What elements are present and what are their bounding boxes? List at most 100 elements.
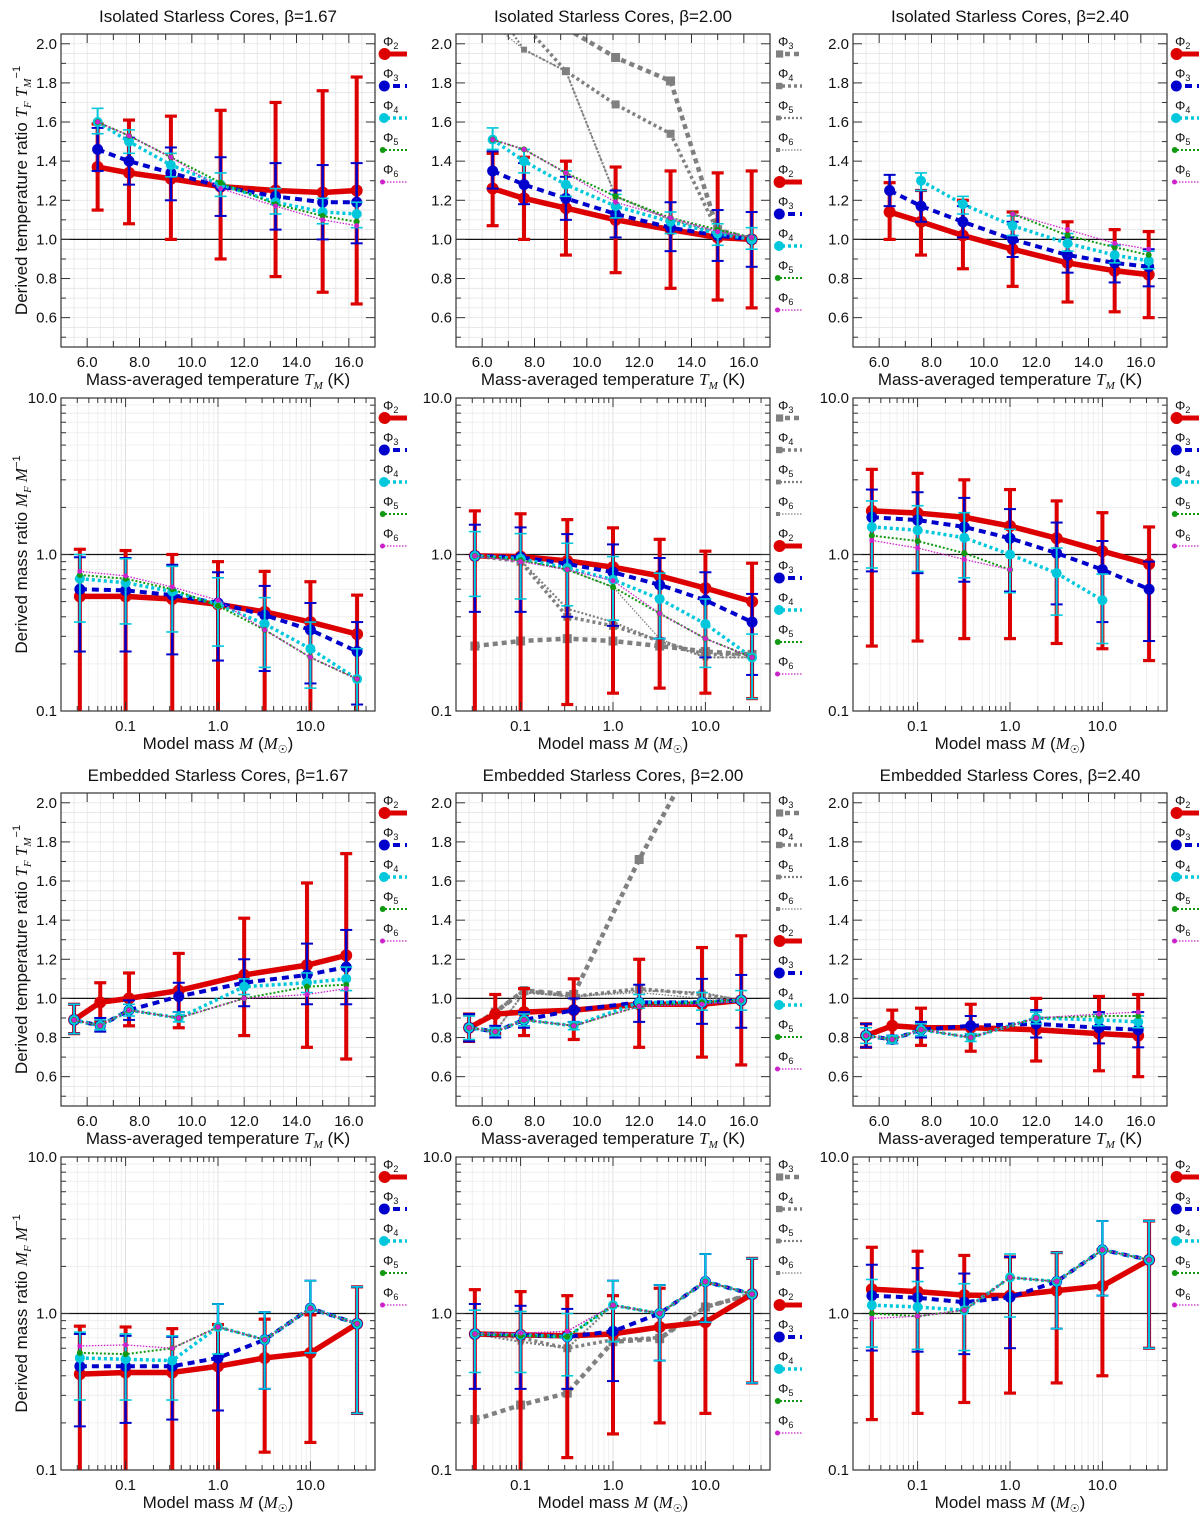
legend-label: Φ3	[778, 793, 793, 810]
data-point	[168, 154, 174, 160]
x-tick-label: 6.0	[472, 354, 493, 371]
ticks	[852, 398, 1168, 712]
y-tick-label: 2.0	[431, 795, 452, 812]
ticks	[455, 1157, 771, 1471]
data-point	[307, 654, 313, 660]
data-point	[1099, 1247, 1105, 1253]
legend-marker	[773, 176, 786, 188]
data-point	[123, 992, 136, 1005]
data-point	[320, 217, 326, 223]
x-tick-label: 12.0	[230, 1113, 259, 1130]
ticks	[456, 793, 770, 1106]
y-tick-label: 0.1	[431, 1462, 452, 1479]
data-point	[1096, 1011, 1102, 1017]
data-point	[1146, 1257, 1152, 1263]
series-line	[871, 539, 1011, 571]
data-point	[77, 1343, 83, 1349]
data-point	[1111, 244, 1118, 251]
legend-label: Φ3	[1175, 430, 1190, 447]
y-tick-label: 0.1	[828, 1462, 849, 1479]
data-point	[700, 618, 711, 629]
plot-area	[860, 992, 1145, 1079]
legend-marker	[379, 477, 389, 487]
x-tick-label: 14.0	[282, 354, 311, 371]
data-point	[702, 636, 708, 642]
data-point	[1112, 240, 1118, 246]
y-tick-label: 0.1	[36, 1462, 57, 1479]
data-point	[123, 1342, 129, 1348]
x-axis-label: Model mass M (M☉)	[143, 1493, 294, 1514]
data-point	[305, 643, 316, 654]
data-point	[215, 1324, 221, 1330]
ticks	[60, 1157, 376, 1471]
x-tick-label: 8.0	[129, 1113, 150, 1130]
data-point	[1096, 564, 1108, 576]
data-point	[354, 676, 360, 682]
legend-label: Φ3	[778, 398, 793, 415]
legend-label: Φ3	[383, 430, 398, 447]
legend-label: Φ5	[1175, 494, 1190, 511]
ticks	[456, 34, 770, 347]
data-point	[866, 521, 877, 532]
y-tick-label: 10.0	[28, 390, 57, 407]
x-tick-label: 6.0	[472, 1113, 493, 1130]
series-line	[491, 169, 752, 242]
legend-label: Φ4	[1175, 1221, 1190, 1238]
legend-marker	[776, 841, 783, 849]
legend-label: Φ4	[778, 430, 793, 447]
data-point	[1054, 1279, 1060, 1285]
legend-label: Φ4	[778, 226, 793, 243]
legend-marker	[774, 639, 781, 645]
data-point	[961, 556, 967, 562]
legend-marker	[1172, 938, 1177, 944]
legend-label: Φ5	[1175, 889, 1190, 906]
legend-label: Φ5	[383, 889, 398, 906]
series-φ3	[883, 173, 1155, 288]
legend-marker	[380, 1302, 385, 1308]
y-tick-label: 0.8	[828, 1030, 849, 1047]
legend-label: Φ5	[778, 857, 793, 874]
data-point	[273, 203, 279, 209]
legend-label: Φ4	[778, 825, 793, 842]
y-tick-label: 10.0	[820, 1149, 849, 1166]
y-tick-label: 0.6	[431, 310, 452, 327]
x-tick-label: 10.0	[969, 354, 998, 371]
data-point	[737, 681, 746, 690]
y-tick-label: 1.0	[431, 231, 452, 248]
x-tick-label: 1.0	[603, 718, 624, 735]
y-tick-label: 1.0	[828, 990, 849, 1007]
data-point	[77, 568, 83, 574]
grid	[853, 793, 1167, 1106]
y-tick-label: 0.1	[36, 703, 57, 720]
data-point	[912, 525, 923, 536]
legend-marker	[776, 50, 784, 58]
data-point	[489, 1008, 502, 1021]
data-point	[218, 186, 224, 192]
legend-marker	[378, 807, 391, 819]
legend-label: Φ6	[778, 889, 793, 906]
panel-title: Embedded Starless Cores, β=2.40	[880, 766, 1141, 785]
y-tick-label: 1.6	[431, 873, 452, 890]
data-point	[262, 627, 268, 633]
legend-label: Φ6	[1175, 162, 1190, 179]
data-point	[1146, 246, 1152, 252]
data-point	[886, 1019, 899, 1032]
data-point	[634, 855, 644, 865]
data-point	[126, 133, 132, 139]
data-point	[1007, 220, 1018, 231]
legend-label: Φ4	[1175, 98, 1190, 115]
x-tick-label: 0.1	[115, 1477, 136, 1494]
legend-label: Φ3	[778, 34, 793, 51]
legend-marker	[379, 872, 389, 882]
y-tick-label: 1.0	[36, 1306, 57, 1323]
data-point	[866, 1300, 877, 1311]
data-point	[490, 137, 496, 143]
y-tick-label: 1.8	[431, 834, 452, 851]
legend-label: Φ3	[778, 1157, 793, 1174]
data-point	[868, 1310, 875, 1317]
